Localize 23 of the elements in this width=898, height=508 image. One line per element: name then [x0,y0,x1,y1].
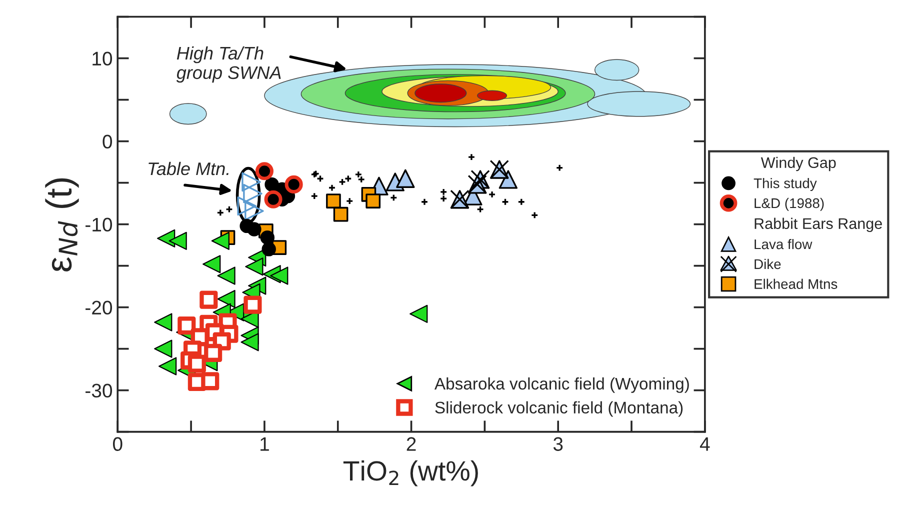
x-tick-label: 1 [260,437,269,451]
annotation: High Ta/Th group SWNA [176,46,281,83]
annotation: Table Mtn. [148,162,228,176]
x-axis-title: TiO$_{2}$ (wt%) [343,460,478,486]
x-tick-label: 4 [700,437,710,451]
x-tick-label: 3 [553,437,563,451]
y-tick-label: -20 [86,300,112,315]
legend-label: Absaroka volcanic field (Wyoming) [434,377,689,393]
legend-label: This study [754,178,817,191]
legend-label: Elkhead Mtns [754,278,838,289]
legend-label: L&D (1988) [754,198,824,211]
legend-title: Windy Gap [760,156,836,172]
x-tick-label: 2 [406,437,416,451]
text: Rabbit Ears Range [754,218,882,232]
y-axis-title: ε$_{Nd}$ (t) [45,178,79,272]
legend-label: Sliderock volcanic field (Montana) [435,401,683,417]
y-tick-label: 10 [92,52,112,66]
x-tick-label: 0 [112,437,122,451]
y-tick-label: -30 [86,384,112,398]
y-tick-label: 0 [102,134,112,149]
y-tick-label: -10 [86,218,112,232]
legend-label: Dike [754,258,781,270]
legend-label: Lava flow [754,238,812,250]
